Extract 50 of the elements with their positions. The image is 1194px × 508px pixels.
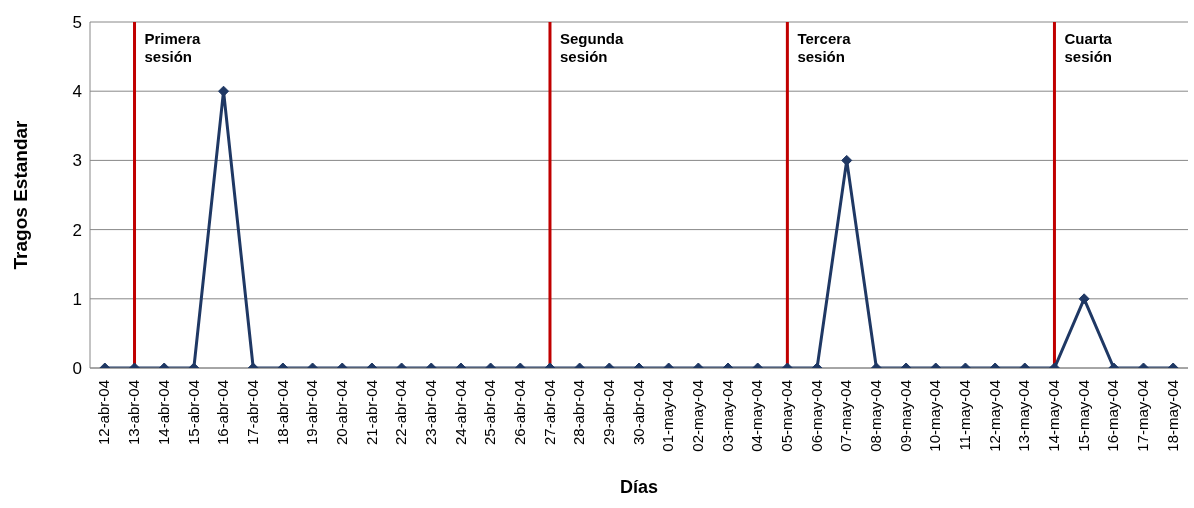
point bbox=[841, 154, 853, 166]
x-tick-label: 15-abr-04 bbox=[184, 380, 202, 446]
x-tick-label: 08-may-04 bbox=[867, 380, 885, 452]
x-tick-label: 12-may-04 bbox=[985, 380, 1003, 452]
x-tick-label: 07-may-04 bbox=[837, 380, 855, 452]
x-tick-label: 02-may-04 bbox=[689, 380, 706, 452]
x-tick-label: 12-abr-04 bbox=[95, 380, 113, 446]
y-tick-label: 4 bbox=[72, 82, 82, 102]
x-tick-label: 18-abr-04 bbox=[273, 380, 291, 446]
x-tick-label: 22-abr-04 bbox=[392, 380, 410, 446]
x-tick-label: 06-may-04 bbox=[807, 380, 825, 452]
x-tick-label: 14-abr-04 bbox=[154, 380, 172, 446]
ref-line-label: Primera sesión bbox=[144, 30, 202, 65]
x-tick-label: 13-abr-04 bbox=[125, 380, 143, 446]
y-tick-label: 1 bbox=[72, 289, 82, 309]
x-tick-label: 17-may-04 bbox=[1134, 380, 1152, 452]
ref-line-label: Cuarta sesión bbox=[1064, 30, 1113, 65]
x-tick-label: 25-abr-04 bbox=[481, 380, 499, 446]
y-tick-label: 5 bbox=[72, 13, 82, 33]
y-tick-label: 3 bbox=[72, 151, 82, 171]
x-tick-label: 30-abr-04 bbox=[629, 380, 647, 446]
x-tick-label: 03-may-04 bbox=[718, 380, 736, 452]
x-tick-label: 13-may-04 bbox=[1015, 380, 1033, 452]
x-tick-label: 05-may-04 bbox=[778, 380, 796, 452]
ref-line-label: Segunda sesión bbox=[559, 30, 624, 65]
y-axis-title: Tragos Estandar bbox=[9, 119, 31, 270]
x-tick-label: 09-may-04 bbox=[896, 380, 914, 452]
x-tick-label: 04-may-04 bbox=[748, 380, 766, 452]
y-tick-label: 0 bbox=[72, 359, 82, 379]
x-tick-label: 28-abr-04 bbox=[570, 380, 588, 446]
x-tick-label: 29-abr-04 bbox=[599, 380, 617, 446]
x-tick-label: 26-abr-04 bbox=[510, 380, 528, 446]
x-tick-label: 20-abr-04 bbox=[332, 380, 350, 446]
x-tick-label: 15-may-04 bbox=[1074, 380, 1092, 452]
ref-line-label: Tercera sesión bbox=[797, 30, 852, 65]
x-tick-label: 27-abr-04 bbox=[540, 380, 558, 446]
x-tick-label: 16-abr-04 bbox=[214, 380, 232, 446]
x-tick-label: 17-abr-04 bbox=[243, 380, 261, 446]
x-tick-label: 10-may-04 bbox=[926, 380, 944, 452]
x-tick-label: 11-may-04 bbox=[956, 380, 974, 451]
x-tick-label: 24-abr-04 bbox=[451, 380, 469, 446]
x-tick-label: 21-abr-04 bbox=[362, 380, 380, 446]
x-tick-label: 14-may-04 bbox=[1045, 380, 1063, 452]
x-tick-label: 01-may-04 bbox=[659, 380, 677, 452]
y-tick-label: 2 bbox=[72, 220, 82, 240]
x-tick-label: 23-abr-04 bbox=[421, 380, 439, 446]
x-tick-label: 16-may-04 bbox=[1104, 380, 1122, 452]
x-tick-label: 18-may-04 bbox=[1163, 380, 1181, 452]
x-axis-title: Días bbox=[619, 477, 659, 497]
x-tick-label: 19-abr-04 bbox=[303, 380, 321, 446]
